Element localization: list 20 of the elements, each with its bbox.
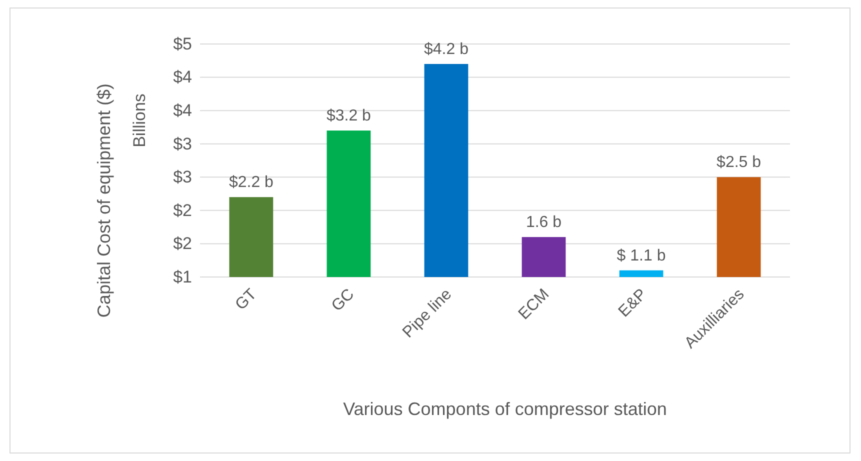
x-tick-label: GT — [232, 286, 260, 314]
x-tick-label: Pipe line — [400, 286, 456, 342]
y-tick-label: $2 — [173, 234, 192, 254]
y-tick-label: $4 — [173, 101, 192, 120]
data-label: $ 1.1 b — [616, 247, 666, 264]
y-tick-label: $2 — [173, 200, 192, 220]
data-label: $3.2 b — [326, 108, 372, 125]
y-tick-label: $3 — [173, 134, 192, 154]
y-tick-label: $3 — [173, 168, 192, 187]
y-tick-label: $5 — [173, 34, 192, 54]
data-label: $2.5 b — [716, 154, 762, 172]
x-axis-title: Various Componts of compressor station — [343, 399, 667, 419]
data-label: $4.2 b — [424, 40, 469, 58]
data-label: $2.2 b — [228, 174, 274, 192]
data-label: 1.6 b — [526, 214, 562, 232]
y-tick-label: $1 — [173, 267, 192, 286]
x-tick-label: GC — [328, 286, 358, 315]
y-axis-title: Capital Cost of equipment ($) — [94, 83, 114, 318]
y-tick-label: $4 — [173, 68, 192, 87]
text: Billions — [130, 94, 149, 148]
